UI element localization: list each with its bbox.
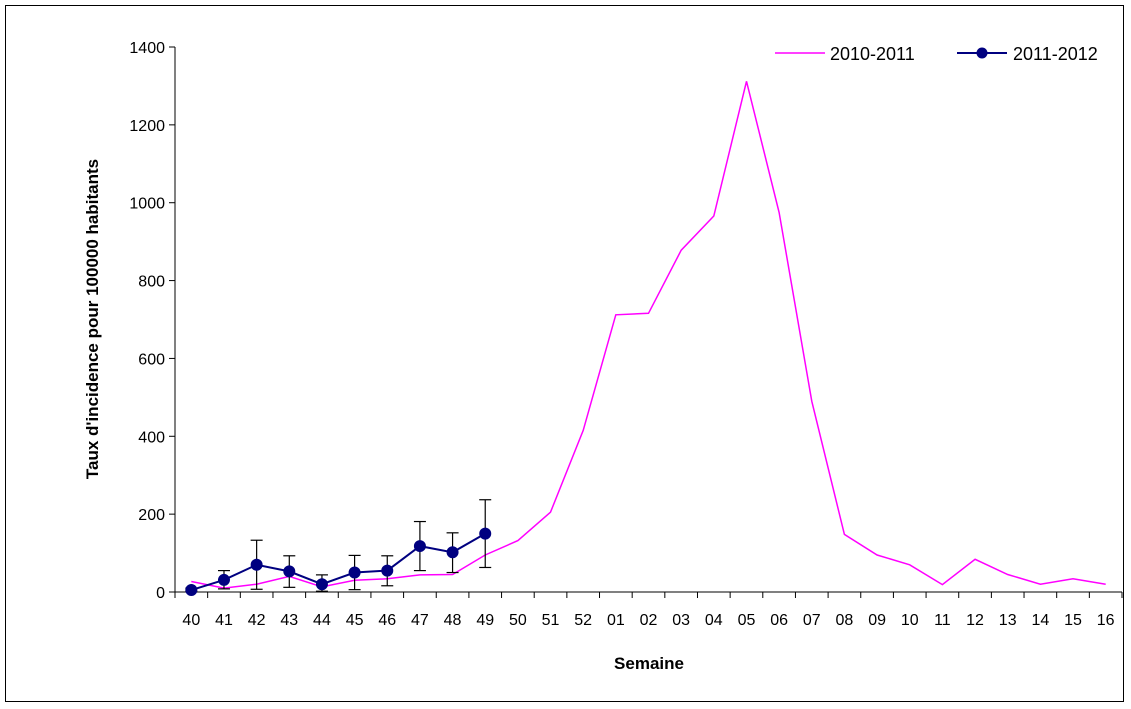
y-tick-label: 400 [138,429,165,446]
data-point [446,546,459,559]
y-tick-label: 1400 [129,40,165,57]
x-tick-label: 48 [444,612,462,629]
axes: 0 200 400 600 800 1000 1200 1400 40 41 42 43 44 45 46 4… [129,40,1123,629]
x-tick-label: 40 [182,612,200,629]
x-axis-title: Semaine [614,654,684,673]
x-tick-label: 01 [607,612,625,629]
data-point [413,540,426,553]
series-2011-2012 [185,499,492,597]
series-line [191,532,486,592]
legend-label: 2011-2012 [1013,44,1098,64]
data-point [479,527,492,540]
legend-entry: 2011-2012 [957,44,1098,64]
x-tick-label: 05 [738,612,756,629]
x-tick-label: 14 [1031,612,1049,629]
x-tick-label: 12 [966,612,984,629]
x-tick-label: 42 [248,612,266,629]
data-point [185,584,198,597]
x-tick-label: 16 [1097,612,1115,629]
y-tick-label: 1200 [129,118,165,135]
x-tick-label: 02 [640,612,658,629]
x-tick-label: 43 [280,612,298,629]
data-point [217,573,230,586]
y-tick-label: 1000 [129,196,165,213]
series-line [191,81,1106,589]
y-tick-label: 200 [138,507,165,524]
data-point [283,565,296,578]
y-tick-label: 600 [138,351,165,368]
x-tick-label: 51 [542,612,560,629]
legend-marker [976,47,988,59]
series-2010-2011 [191,81,1106,589]
y-tick-label: 0 [156,585,165,602]
x-tick-label: 47 [411,612,429,629]
x-tick-label: 13 [999,612,1017,629]
x-tick-label: 08 [836,612,854,629]
legend-entry: 2010-2011 [775,44,915,64]
x-tick-label: 06 [770,612,788,629]
x-tick-label: 04 [705,612,723,629]
data-point [348,566,361,579]
x-tick-label: 07 [803,612,821,629]
x-tick-label: 15 [1064,612,1082,629]
x-tick-label: 49 [476,612,494,629]
x-tick-label: 46 [378,612,396,629]
series-group [185,81,1106,597]
legend: 2010-2011 2011-2012 [775,44,1098,64]
data-point [250,558,263,571]
y-tick-label: 800 [138,274,165,291]
legend-label: 2010-2011 [830,44,915,64]
y-axis-title: Taux d'incidence pour 100000 habitants [83,159,102,479]
x-tick-label: 50 [509,612,527,629]
x-tick-label: 09 [868,612,886,629]
x-tick-label: 11 [934,612,951,629]
x-tick-label: 52 [574,612,592,629]
x-tick-label: 44 [313,612,331,629]
x-tick-label: 03 [672,612,690,629]
x-tick-label: 41 [215,612,233,629]
x-tick-label: 45 [346,612,364,629]
data-point [381,564,394,577]
x-tick-label: 10 [901,612,919,629]
data-point [315,578,328,591]
